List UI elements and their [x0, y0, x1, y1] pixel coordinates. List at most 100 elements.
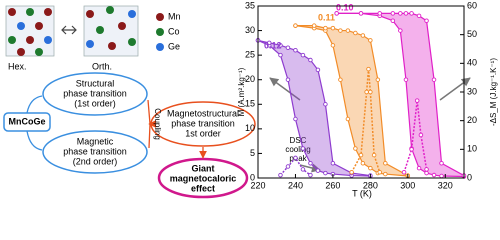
marker — [398, 11, 403, 16]
y-tick-label: 5 — [250, 148, 255, 158]
marker — [278, 43, 283, 48]
marker — [266, 40, 272, 46]
marker — [383, 171, 388, 177]
marker — [308, 57, 313, 63]
marker — [330, 25, 336, 31]
marker — [409, 11, 414, 16]
y2-axis-label: -ΔS_M (J.kg⁻¹.K⁻¹) — [489, 58, 498, 126]
x-tick-label: 220 — [250, 180, 265, 190]
marker — [409, 147, 414, 152]
marker — [403, 77, 409, 82]
hysteresis-area — [336, 13, 464, 177]
x-tick-label: 260 — [325, 180, 340, 190]
marker — [285, 45, 291, 51]
marker — [293, 155, 298, 161]
annotation: DSC — [290, 136, 307, 145]
marker — [323, 25, 328, 31]
node-text: phase transition — [63, 146, 127, 156]
annotation: peak — [289, 154, 307, 163]
marker — [345, 116, 351, 122]
y2-tick-label: 10 — [467, 144, 477, 154]
node-text: (2nd order) — [73, 156, 118, 166]
plot — [255, 11, 467, 179]
marker — [416, 13, 422, 19]
marker — [293, 23, 298, 28]
marker — [358, 11, 364, 16]
marker — [285, 164, 291, 169]
coupling-label: Coupling — [153, 108, 162, 140]
legend-label: Mn — [168, 11, 181, 21]
marker — [323, 102, 328, 107]
node-text: phase transition — [171, 118, 235, 128]
x-tick-label: 300 — [400, 180, 415, 190]
marker — [349, 170, 354, 175]
marker — [431, 172, 437, 178]
hex-label: Hex. — [8, 61, 27, 71]
series-label: 0.11 — [318, 12, 335, 22]
marker — [390, 18, 396, 23]
y-tick-label: 25 — [245, 50, 255, 60]
marker — [416, 165, 422, 171]
x-tick-label: 320 — [438, 180, 453, 190]
node-text: Structural — [76, 78, 115, 88]
marker — [371, 152, 377, 158]
marker — [368, 89, 373, 95]
x-tick-label: 240 — [288, 180, 303, 190]
x-axis-label: T (K) — [352, 188, 372, 198]
marker — [300, 52, 306, 58]
marker — [358, 152, 364, 158]
marker — [278, 172, 283, 178]
marker — [390, 11, 396, 16]
marker — [278, 52, 283, 58]
marker — [424, 167, 429, 172]
marker — [414, 98, 420, 103]
y-tick-label: 20 — [245, 74, 255, 84]
marker — [431, 77, 437, 82]
orth-label: Orth. — [92, 61, 112, 71]
marker — [293, 47, 298, 53]
marker — [300, 167, 306, 172]
y-tick-label: 35 — [245, 0, 255, 10]
marker — [368, 165, 373, 171]
effect-text: effect — [191, 183, 215, 193]
marker — [368, 38, 373, 43]
marker — [403, 11, 409, 16]
marker — [375, 77, 381, 82]
marker — [311, 23, 317, 28]
marker — [366, 66, 371, 72]
compound-label: MnCoGe — [9, 116, 46, 126]
marker — [424, 18, 429, 23]
marker — [360, 33, 366, 38]
y-tick-label: 10 — [245, 123, 255, 133]
y2-tick-label: 0 — [467, 172, 472, 182]
y2-tick-label: 30 — [467, 86, 477, 96]
marker — [285, 77, 291, 82]
marker — [323, 170, 328, 176]
node-text: Magnetic — [77, 136, 114, 146]
marker — [364, 89, 369, 95]
marker — [308, 172, 313, 178]
marker — [338, 77, 343, 82]
marker — [439, 173, 444, 179]
marker — [377, 11, 382, 16]
marker — [338, 28, 343, 33]
y-axis-label: M (A.m².kg⁻¹) — [237, 67, 246, 116]
effect-text: Giant — [191, 163, 214, 173]
hysteresis-area — [258, 40, 371, 177]
marker — [315, 67, 321, 73]
entropy-line — [403, 100, 428, 173]
effect-text: magnetocaloric — [170, 173, 237, 183]
marker — [439, 161, 444, 166]
y2-tick-label: 60 — [467, 0, 477, 10]
legend-label: Co — [168, 26, 180, 36]
marker — [398, 28, 403, 33]
marker — [353, 146, 358, 151]
y-tick-label: 30 — [245, 25, 255, 35]
node-text: (1st order) — [74, 98, 116, 108]
marker — [424, 170, 429, 176]
marker — [401, 170, 407, 175]
marker — [360, 161, 366, 166]
magnetization-line — [257, 39, 371, 177]
lattice-art — [5, 5, 164, 57]
marker — [383, 161, 388, 166]
